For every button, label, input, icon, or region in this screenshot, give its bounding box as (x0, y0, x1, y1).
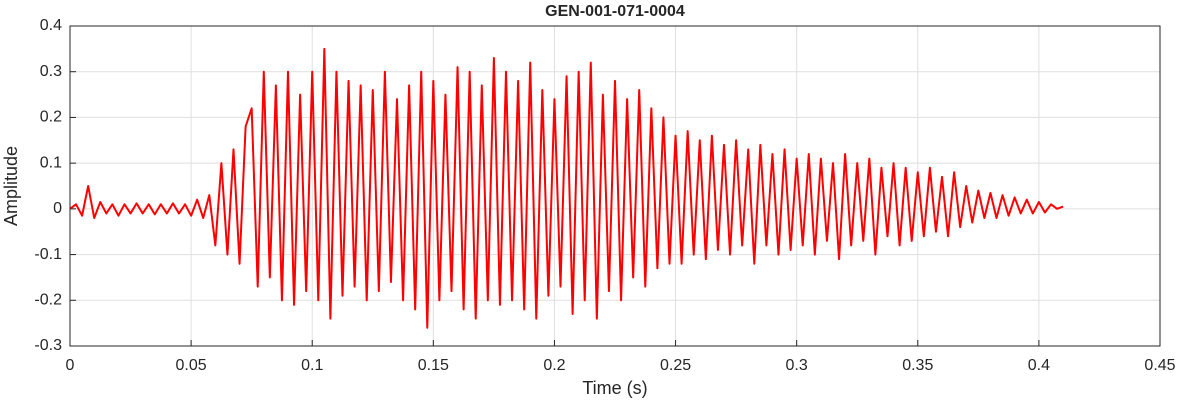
y-tick-label: 0 (53, 200, 62, 217)
y-tick-label: -0.2 (34, 292, 62, 309)
waveform (69, 47, 1064, 329)
x-tick-label: 0.05 (176, 357, 207, 374)
y-tick-label: 0.1 (40, 154, 62, 171)
x-tick-label: 0.25 (660, 357, 691, 374)
x-tick-label: 0 (66, 357, 75, 374)
y-tick-label: 0.2 (40, 109, 62, 126)
x-axis-label: Time (s) (582, 378, 647, 398)
x-tick-label: 0.2 (543, 357, 565, 374)
x-tick-label: 0.35 (902, 357, 933, 374)
y-tick-label: -0.3 (34, 337, 62, 354)
y-tick-label: 0.3 (40, 63, 62, 80)
x-tick-label: 0.45 (1144, 357, 1175, 374)
y-axis-label: Amplitude (1, 146, 21, 226)
plot-frame (69, 25, 1161, 347)
plot-area (70, 26, 1160, 346)
x-tick-label: 0.15 (418, 357, 449, 374)
chart-title: GEN-001-071-0004 (545, 3, 685, 20)
y-tick-label: 0.4 (40, 17, 62, 34)
x-tick-label: 0.1 (301, 357, 323, 374)
x-tick-label: 0.3 (786, 357, 808, 374)
y-tick-label: -0.1 (34, 246, 62, 263)
x-tick-label: 0.4 (1028, 357, 1050, 374)
